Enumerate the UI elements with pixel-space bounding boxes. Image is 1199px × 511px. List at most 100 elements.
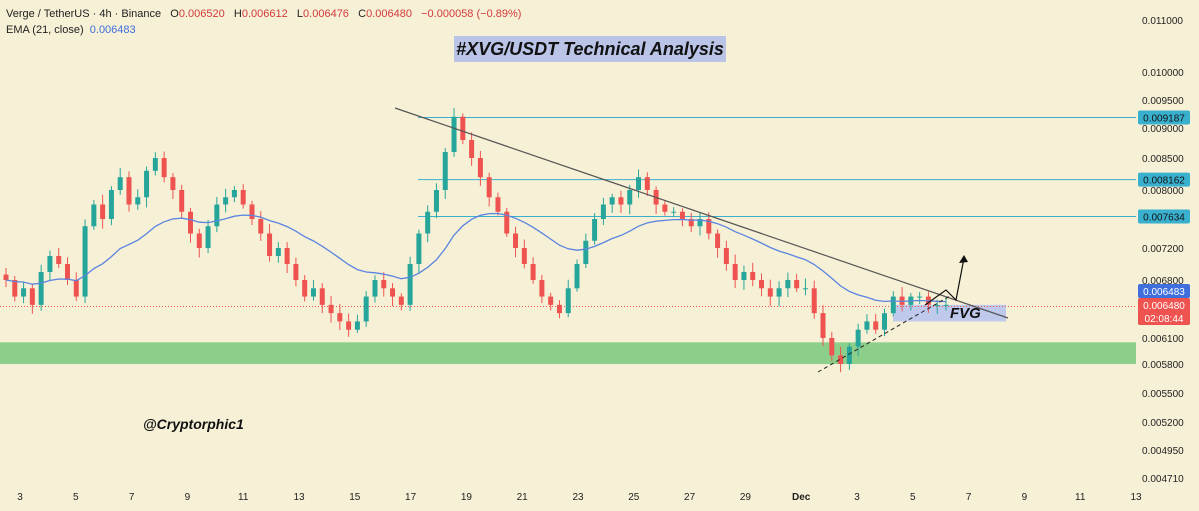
candle-body: [706, 219, 712, 234]
close-label: C: [358, 8, 367, 20]
candle-body: [767, 288, 773, 297]
candle-body: [636, 177, 642, 190]
candle-body: [108, 190, 114, 219]
candle-body: [556, 304, 562, 314]
x-tick-label: 23: [572, 492, 584, 503]
candle-body: [223, 197, 229, 205]
fvg-label: FVG: [950, 305, 981, 322]
candle-body: [504, 211, 510, 234]
candle-body: [574, 264, 580, 289]
candle-body: [196, 233, 202, 248]
level-badge: [1138, 110, 1190, 125]
candle-body: [433, 190, 439, 212]
candle-body: [618, 197, 624, 205]
candle-body: [302, 280, 308, 297]
x-tick-label: 9: [185, 492, 191, 503]
candle-body: [934, 304, 940, 306]
candle-body: [750, 272, 756, 280]
y-tick-label: 0.009500: [1142, 96, 1184, 107]
y-axis: 0.011000 0.010000 0.009500 0.009000 0.008500…: [1142, 16, 1184, 485]
y-tick-label: 0.011000: [1142, 16, 1183, 27]
candle-body: [161, 158, 167, 178]
y-tick-label: 0.009000: [1142, 124, 1184, 135]
candle-body: [117, 177, 123, 190]
symbol-header: Verge / TetherUS · 4h · Binance O0.00652…: [6, 8, 521, 20]
candle-body: [855, 329, 861, 347]
y-tick-label: 0.008500: [1142, 154, 1184, 165]
candle-body: [592, 219, 598, 241]
x-tick-label: 3: [854, 492, 860, 503]
candle-body: [425, 211, 431, 234]
candle-body: [328, 304, 334, 314]
candle-body: [170, 177, 176, 190]
candle-body: [899, 296, 905, 305]
candle-body: [513, 233, 519, 248]
price-badge-label: 0.006480: [1143, 301, 1185, 312]
candle-body: [776, 288, 782, 297]
candle-body: [451, 116, 457, 152]
candle-body: [3, 274, 9, 280]
author-watermark: @Cryptorphic1: [143, 416, 244, 432]
high-value: 0.006612: [241, 8, 288, 20]
candle-body: [583, 240, 589, 264]
candle-body: [521, 248, 527, 264]
ema-badge: [1138, 284, 1190, 298]
candle-body: [354, 321, 360, 330]
candle-body: [258, 219, 264, 234]
candle-body: [64, 264, 70, 280]
candle-body: [249, 204, 255, 219]
level-badge-label: 0.008162: [1143, 176, 1185, 187]
candle-body: [267, 233, 273, 256]
candle-body: [346, 321, 352, 330]
fvg-zone: [893, 304, 1006, 322]
candle-body: [381, 280, 387, 289]
candle-body: [539, 280, 545, 297]
candle-body: [671, 211, 677, 213]
open-value: 0.006520: [178, 8, 225, 20]
candle-body: [363, 296, 369, 322]
x-tick-label: 13: [293, 492, 305, 503]
candle-body: [477, 158, 483, 178]
x-axis: 3 5 7 9 11 13 15 17 19 21 23 25 27 29 Dec 3 5 7 9 11 13: [17, 492, 1142, 503]
x-tick-label: 7: [966, 492, 972, 503]
level-badge-label: 0.009187: [1143, 114, 1185, 125]
support-zone: [0, 342, 1136, 364]
candle-body: [240, 190, 246, 205]
x-tick-label: 27: [684, 492, 696, 503]
candle-body: [284, 248, 290, 264]
candle-body: [600, 204, 606, 219]
ascending-support-line: [817, 295, 951, 373]
candle-body: [187, 211, 193, 234]
ema-header: EMA (21, close) 0.006483: [6, 24, 136, 36]
candle-body: [205, 226, 211, 248]
candle-body: [811, 288, 817, 314]
candle-body: [442, 152, 448, 190]
candle-body: [741, 272, 747, 280]
ema-label: EMA (21, close): [6, 24, 84, 36]
candle-body: [890, 296, 896, 314]
y-tick-label: 0.005200: [1142, 418, 1184, 429]
candle-body: [469, 140, 475, 158]
level-badge-label: 0.007634: [1143, 213, 1185, 224]
ema-layer: [5, 212, 947, 303]
horizontal-levels: [0, 117, 1136, 308]
candle-body: [231, 190, 237, 198]
candle-body: [697, 219, 703, 227]
candle-body: [310, 288, 316, 297]
candle-body: [21, 288, 27, 297]
low-label: L: [296, 8, 304, 20]
candle-body: [82, 226, 88, 297]
candle-body: [12, 280, 18, 297]
candle-body: [759, 280, 765, 289]
x-tick-label: 13: [1130, 492, 1142, 503]
candle-body: [802, 288, 808, 290]
high-label: H: [233, 8, 242, 20]
candle-body: [390, 288, 396, 297]
chart-title: #XVG/USDT Technical Analysis: [454, 36, 726, 62]
x-tick-label: 17: [405, 492, 417, 503]
candle-body: [152, 158, 158, 171]
candle-body: [372, 280, 378, 297]
candle-body: [530, 264, 536, 280]
x-tick-label: 29: [740, 492, 752, 503]
